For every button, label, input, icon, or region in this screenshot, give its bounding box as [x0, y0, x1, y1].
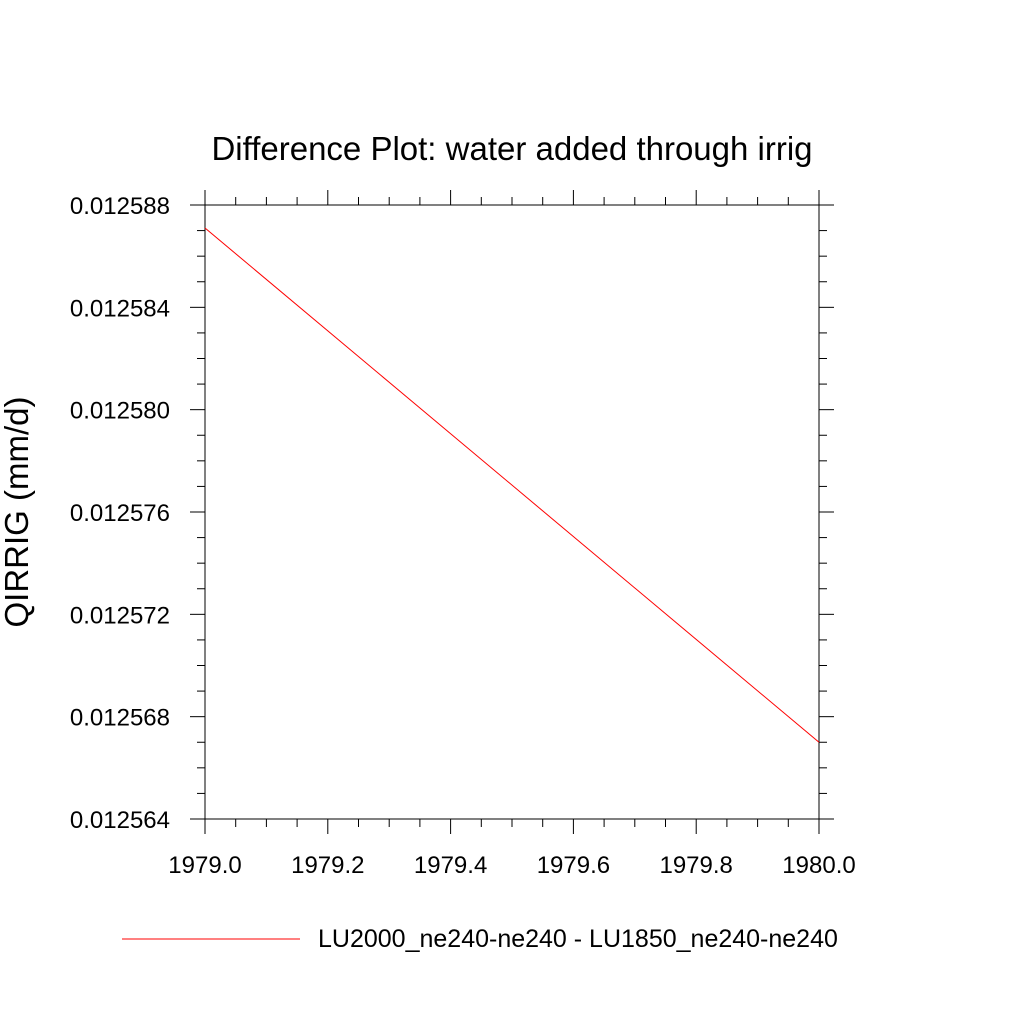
y-tick-label: 0.012580 — [70, 398, 170, 425]
legend-label: LU2000_ne240-ne240 - LU1850_ne240-ne240 — [318, 925, 838, 953]
y-tick-label: 0.012576 — [70, 500, 170, 527]
axis-tick-labels: 1979.0 1979.2 1979.4 1979.6 1979.8 1980.0 0.01… — [70, 193, 856, 879]
y-tick-label: 0.012568 — [70, 705, 170, 732]
x-tick-label: 1979.6 — [537, 852, 610, 879]
data-series — [204, 227, 820, 743]
chart-title: Difference Plot: water added through irr… — [211, 130, 812, 167]
y-tick-label: 0.012588 — [70, 193, 170, 220]
x-tick-label: 1980.0 — [782, 852, 855, 879]
y-axis-label: QIRRIG (mm/d) — [0, 397, 35, 628]
y-tick-label: 0.012564 — [70, 807, 170, 834]
axis-ticks — [190, 190, 834, 834]
x-tick-label: 1979.2 — [291, 852, 364, 879]
series-line-0 — [204, 227, 820, 743]
x-tick-label: 1979.0 — [168, 852, 241, 879]
x-tick-label: 1979.8 — [659, 852, 732, 879]
y-tick-label: 0.012572 — [70, 602, 170, 629]
y-tick-label: 0.012584 — [70, 295, 170, 322]
plot-frame — [204, 204, 820, 820]
x-tick-label: 1979.4 — [414, 852, 487, 879]
legend: LU2000_ne240-ne240 - LU1850_ne240-ne240 — [122, 925, 838, 953]
